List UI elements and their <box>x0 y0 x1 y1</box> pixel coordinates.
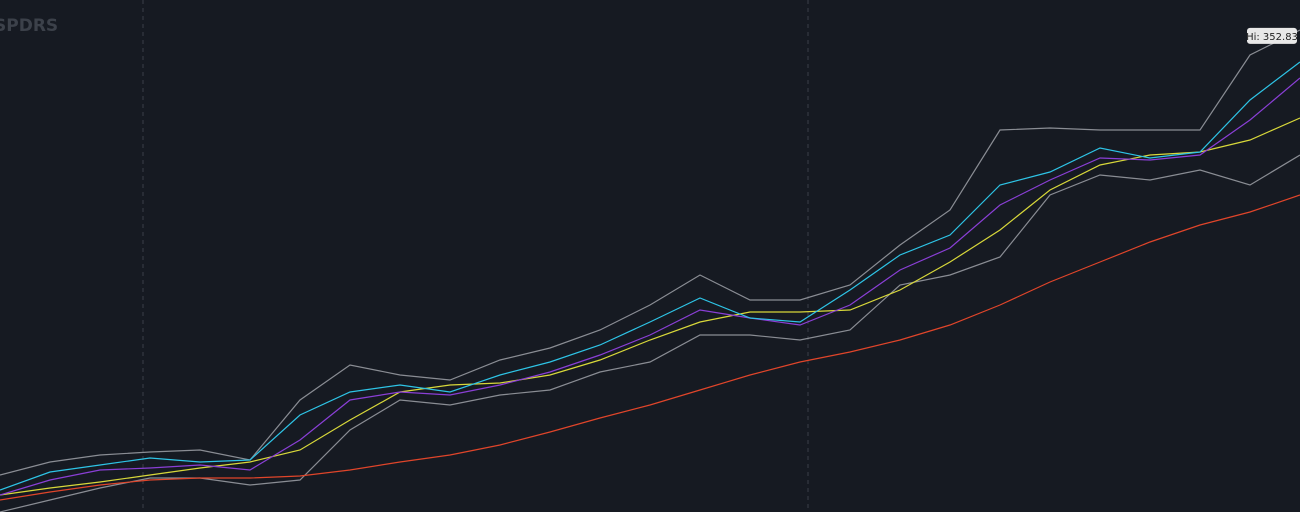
indicator-line <box>0 61 1300 491</box>
indicator-line <box>0 117 1300 496</box>
high-label: Hi: 352.83 <box>1246 27 1298 44</box>
indicator-line <box>0 77 1300 496</box>
indicator-line <box>0 29 1300 476</box>
indicator-line <box>0 154 1300 512</box>
high-label-box <box>1247 27 1297 44</box>
indicator-line <box>0 194 1300 501</box>
watermark: SPDRS <box>0 16 58 36</box>
high-label-text: Hi: 352.83 <box>1246 32 1298 43</box>
